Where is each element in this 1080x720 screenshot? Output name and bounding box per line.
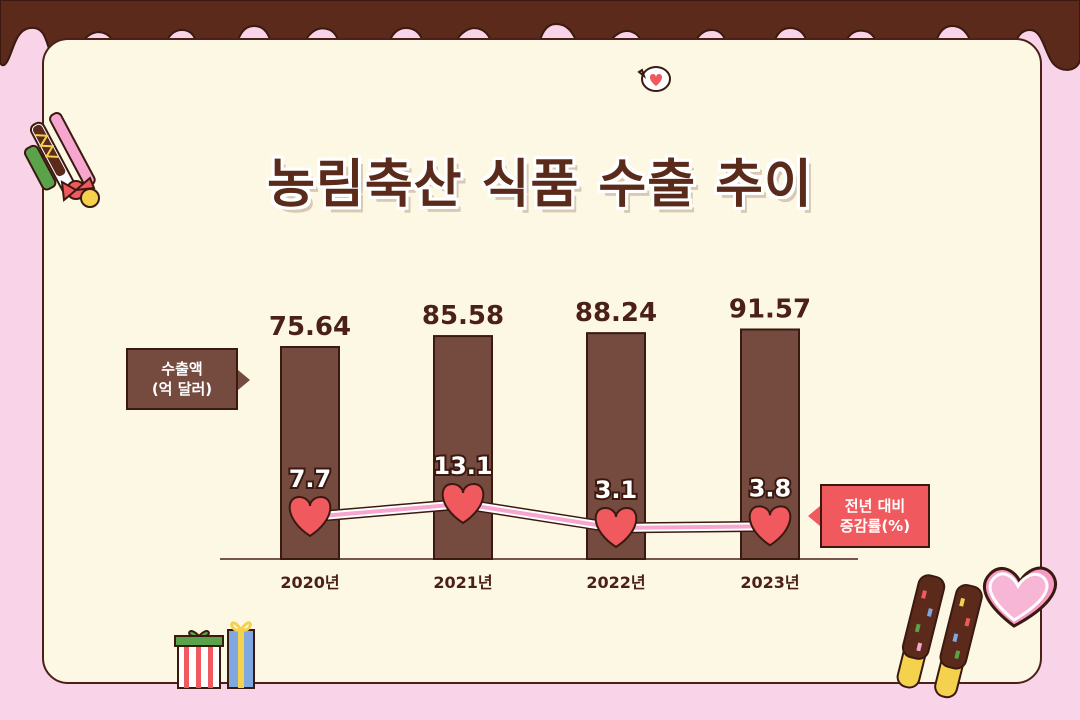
growth-legend-line1: 전년 대비 [844, 497, 906, 515]
bar-value-label: 75.64 [269, 312, 351, 342]
growth-legend-pointer [808, 506, 820, 526]
bar-value-label: 85.58 [422, 301, 504, 331]
speech-heart-icon [637, 66, 671, 92]
growth-heart-marker [288, 495, 332, 538]
growth-heart-marker [748, 505, 792, 547]
x-tick-label: 2023년 [740, 573, 799, 592]
growth-legend-box: 전년 대비 증감률(%) [820, 484, 930, 548]
x-tick-label: 2020년 [280, 573, 339, 592]
bar-value-label: 88.24 [575, 298, 657, 328]
growth-line [309, 502, 771, 530]
export-legend-box: 수출액 (억 달러) [126, 348, 238, 410]
export-legend-line1: 수출액 [161, 360, 203, 378]
growth-heart-marker [594, 506, 638, 549]
growth-legend-line2: 증감률(%) [839, 517, 911, 535]
x-tick-label: 2022년 [586, 573, 645, 592]
bar-2021년 [433, 335, 493, 561]
x-tick-label: 2021년 [433, 573, 492, 592]
growth-value-label: 3.8 [749, 474, 792, 502]
candy-stick-icon [23, 112, 100, 208]
growth-value-label: 13.1 [433, 452, 492, 480]
chart-title: 농림축산 식품 수출 추이 [267, 155, 813, 215]
bar-value-label: 91.57 [729, 294, 811, 324]
export-legend-pointer [238, 370, 250, 390]
growth-value-label: 7.7 [289, 465, 332, 493]
gift-box-icon [174, 621, 255, 689]
growth-heart-marker [441, 482, 485, 525]
growth-value-label: 3.1 [595, 476, 638, 504]
export-legend-line2: (억 달러) [151, 380, 213, 398]
pepero-heart-icon [896, 566, 1058, 699]
